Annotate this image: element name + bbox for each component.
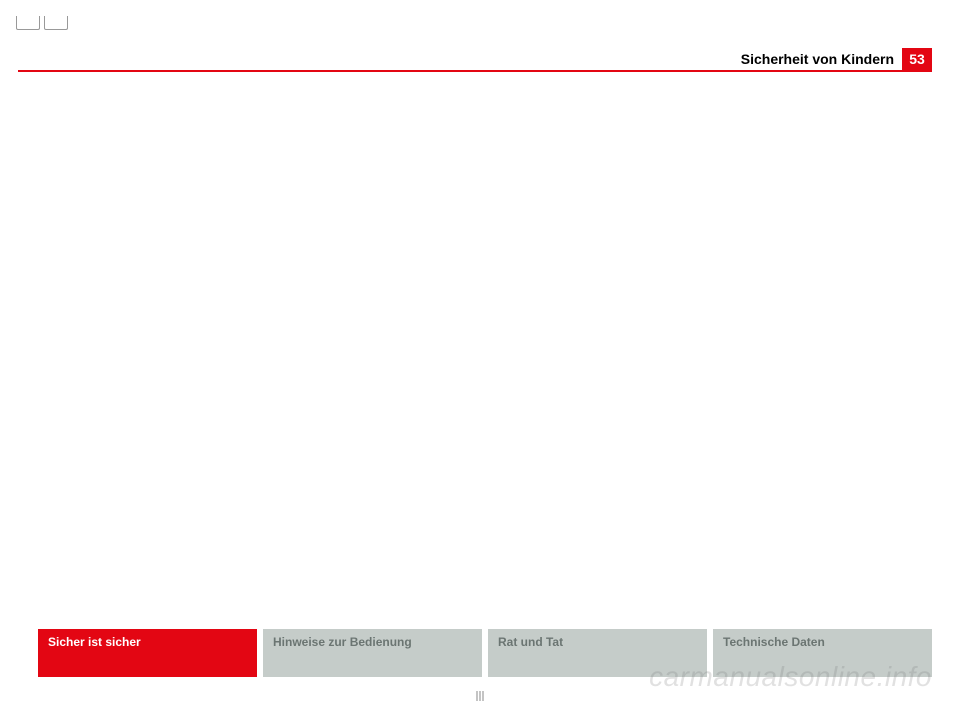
footer-tab-sicher[interactable]: Sicher ist sicher (38, 629, 257, 677)
header-crop-marks (16, 16, 72, 30)
footer-tab-label: Rat und Tat (498, 635, 563, 649)
crop-mark (44, 16, 68, 30)
header-row: Sicherheit von Kindern 53 (0, 48, 960, 70)
section-title: Sicherheit von Kindern (741, 51, 894, 67)
watermark: carmanualsonline.info (649, 661, 932, 693)
footer-tab-label: Hinweise zur Bedienung (273, 635, 412, 649)
page-center-mark (480, 691, 481, 701)
footer-tab-label: Sicher ist sicher (48, 635, 141, 649)
footer-tab-label: Technische Daten (723, 635, 825, 649)
footer-tab-hinweise[interactable]: Hinweise zur Bedienung (263, 629, 482, 677)
page-number: 53 (902, 48, 932, 70)
header-divider (18, 70, 932, 72)
crop-mark (16, 16, 40, 30)
